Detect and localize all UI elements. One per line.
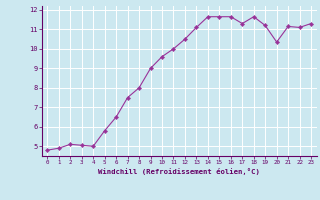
X-axis label: Windchill (Refroidissement éolien,°C): Windchill (Refroidissement éolien,°C) bbox=[98, 168, 260, 175]
